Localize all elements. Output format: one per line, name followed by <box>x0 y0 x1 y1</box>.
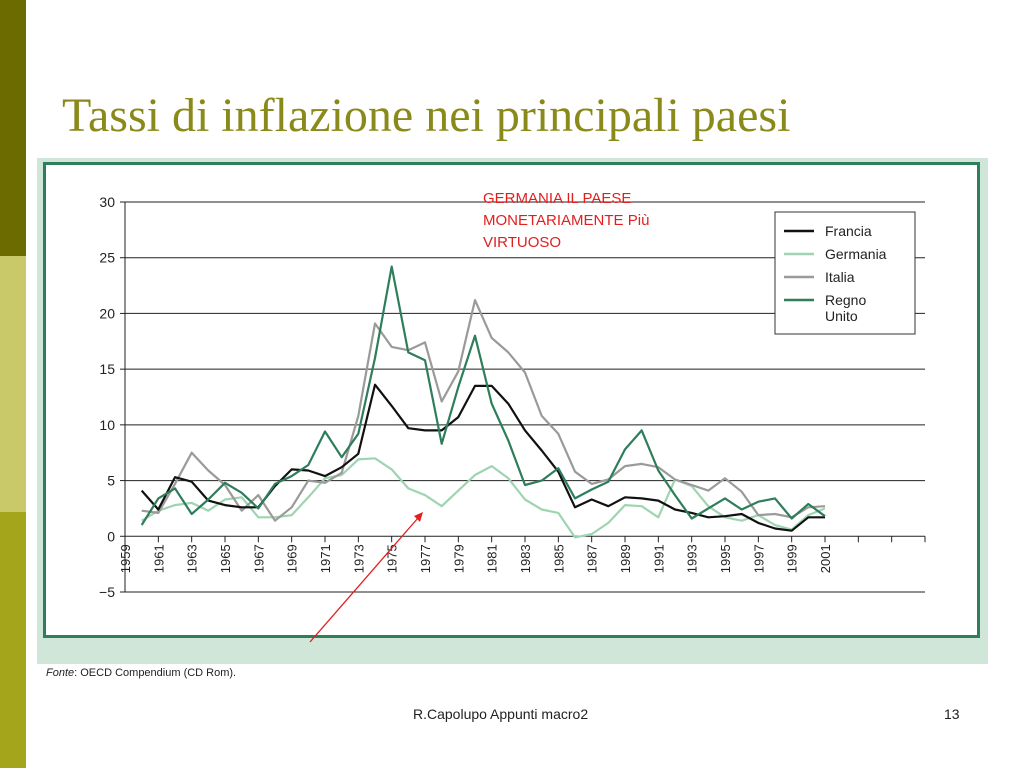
x-tick-label: 1981 <box>485 544 500 573</box>
x-tick-label: 2001 <box>818 544 833 573</box>
y-tick-label: 5 <box>107 473 115 489</box>
decor-bar-bottom <box>0 512 26 768</box>
x-tick-label: 1989 <box>618 544 633 573</box>
series-line-italia <box>141 299 826 522</box>
x-tick-label: 1971 <box>318 544 333 573</box>
x-tick-label: 1999 <box>785 544 800 573</box>
y-tick-label: −5 <box>99 584 115 600</box>
legend-label: Regno <box>825 292 866 308</box>
y-tick-label: 0 <box>107 528 115 544</box>
x-tick-label: 1973 <box>351 544 366 573</box>
annotation-text: VIRTUOSO <box>483 234 561 251</box>
source-text: : OECD Compendium (CD Rom). <box>74 667 237 679</box>
annotation-text: GERMANIA IL PAESE <box>483 190 631 207</box>
source-prefix: Fonte <box>46 667 75 679</box>
x-tick-label: 1977 <box>418 544 433 573</box>
x-tick-label: 1959 <box>118 544 133 573</box>
x-tick-label: 1965 <box>218 544 233 573</box>
series-lines <box>140 265 826 539</box>
source-note: Fonte: OECD Compendium (CD Rom). <box>46 667 236 679</box>
slide-title: Tassi di inflazione nei principali paesi <box>62 89 791 142</box>
legend-label: Germania <box>825 246 887 262</box>
x-tick-label: 1995 <box>718 544 733 573</box>
y-tick-label: 25 <box>99 250 115 266</box>
x-tick-label: 1993 <box>685 544 700 573</box>
legend-label: Italia <box>825 269 855 285</box>
legend-label: Francia <box>825 223 872 239</box>
annotation: GERMANIA IL PAESE MONETARIAMENTE Più VIRTU… <box>309 190 649 643</box>
x-tick-label: 1979 <box>451 544 466 573</box>
chart-frame <box>43 162 980 638</box>
series-line-regno-unito <box>140 265 826 526</box>
x-tick-label: 1961 <box>151 544 166 573</box>
legend-box <box>774 211 916 335</box>
footer-text: R.Capolupo Appunti macro2 <box>413 706 589 722</box>
annotation-text: MONETARIAMENTE Più <box>483 212 649 229</box>
y-tick-label: 30 <box>99 194 115 210</box>
x-tick-label: 1991 <box>651 544 666 573</box>
decor-bar-middle <box>0 256 26 512</box>
x-tick-label: 1985 <box>551 544 566 573</box>
annotation-arrow-head <box>414 512 423 522</box>
x-axis-ticks: 1959 1961 1963 1965 1967 1969 1971 1973 1975 1977… <box>118 536 926 573</box>
legend-label: Unito <box>825 308 858 324</box>
y-tick-label: 10 <box>99 417 115 433</box>
x-tick-label: 1969 <box>285 544 300 573</box>
x-tick-label: 1997 <box>751 544 766 573</box>
x-tick-label: 1963 <box>185 544 200 573</box>
y-tick-label: 20 <box>99 305 115 321</box>
y-axis-ticks: −5 0 5 10 15 20 25 30 <box>99 194 125 600</box>
annotation-arrow-line <box>309 517 419 643</box>
series-line-germania <box>141 457 826 539</box>
y-tick-label: 15 <box>99 361 115 377</box>
x-tick-label: 1983 <box>518 544 533 573</box>
x-tick-label: 1967 <box>251 544 266 573</box>
page-number: 13 <box>944 706 960 722</box>
decor-bar-top <box>0 0 26 256</box>
x-tick-label: 1987 <box>585 544 600 573</box>
